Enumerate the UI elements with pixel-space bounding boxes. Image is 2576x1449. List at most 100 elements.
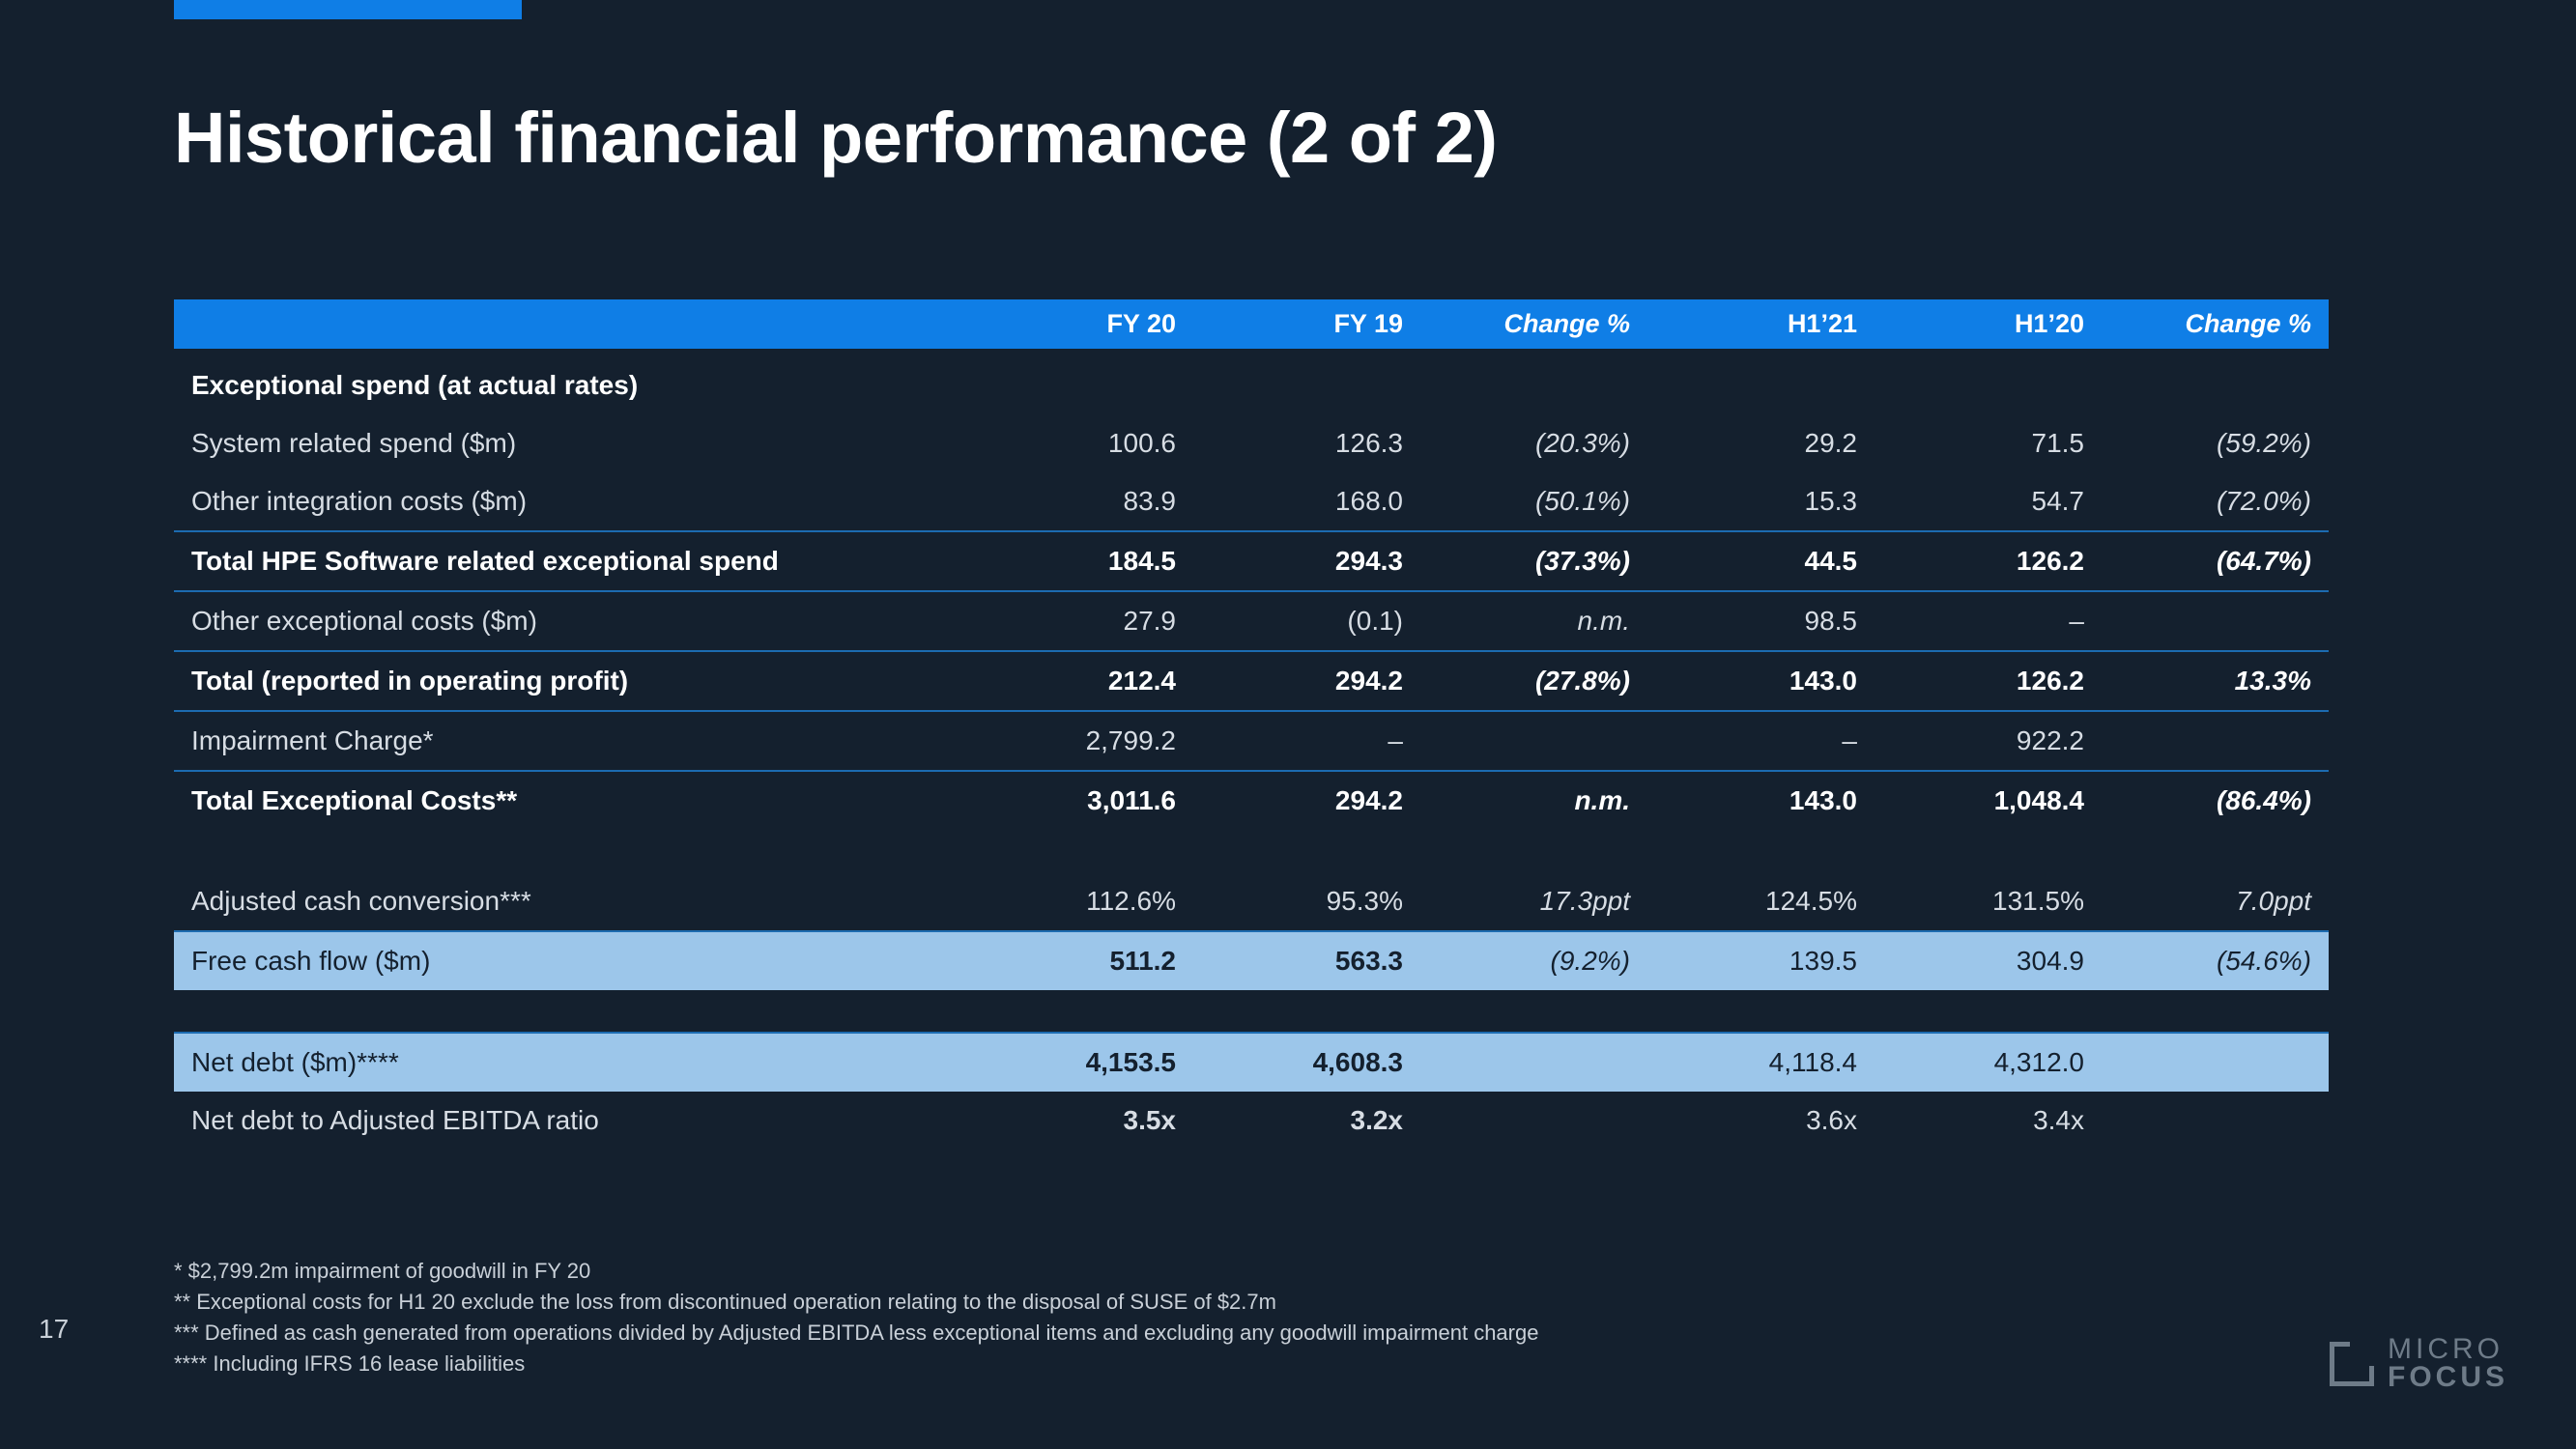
cell-value [2102,591,2329,651]
page-number: 17 [39,1314,69,1345]
page-title: Historical financial performance (2 of 2… [174,97,1497,179]
cell-value: 3,011.6 [966,771,1193,830]
cell-value: 98.5 [1647,591,1875,651]
cell-value: 17.3ppt [1420,872,1647,931]
cell-value: 168.0 [1193,472,1420,531]
row-label: Free cash flow ($m) [174,931,966,990]
logo-square-icon [2330,1342,2374,1386]
cell-value: 71.5 [1875,414,2102,472]
cell-value: 563.3 [1193,931,1420,990]
cell-value: (86.4%) [2102,771,2329,830]
cell-value: 15.3 [1647,472,1875,531]
cell-value: (72.0%) [2102,472,2329,531]
cell-value: 2,799.2 [966,711,1193,771]
cell-value: – [1193,711,1420,771]
cell-value: n.m. [1420,771,1647,830]
cell-value: 294.2 [1193,771,1420,830]
cell-value: 4,608.3 [1193,1033,1420,1092]
cell-value: 112.6% [966,872,1193,931]
footnote-line: *** Defined as cash generated from opera… [174,1318,1538,1349]
col-header: FY 20 [966,299,1193,349]
cell-value [1420,711,1647,771]
footnote-line: * $2,799.2m impairment of goodwill in FY… [174,1256,1538,1287]
cell-value: 4,312.0 [1875,1033,2102,1092]
cell-value: (9.2%) [1420,931,1647,990]
cell-value: 44.5 [1647,531,1875,591]
row-label: Other integration costs ($m) [174,472,966,531]
cell-value: 1,048.4 [1875,771,2102,830]
cell-value: (59.2%) [2102,414,2329,472]
cell-value [1420,1092,1647,1150]
cell-value: 143.0 [1647,771,1875,830]
row-label: Total (reported in operating profit) [174,651,966,711]
cell-value [1420,1033,1647,1092]
footnotes: * $2,799.2m impairment of goodwill in FY… [174,1256,1538,1379]
cell-value: (54.6%) [2102,931,2329,990]
cell-value [1420,349,1647,414]
cell-value: 29.2 [1647,414,1875,472]
cell-value [2102,711,2329,771]
cell-value: 3.4x [1875,1092,2102,1150]
row-label: Adjusted cash conversion*** [174,872,966,931]
col-header: Change % [2102,299,2329,349]
brand-logo: MICRO FOCUS [2330,1336,2508,1391]
row-label: Net debt to Adjusted EBITDA ratio [174,1092,966,1150]
cell-value: 126.2 [1875,531,2102,591]
cell-value [2102,349,2329,414]
cell-value [966,349,1193,414]
cell-value: n.m. [1420,591,1647,651]
col-header: Change % [1420,299,1647,349]
cell-value: 4,153.5 [966,1033,1193,1092]
cell-value: (20.3%) [1420,414,1647,472]
cell-value: 100.6 [966,414,1193,472]
row-label: Total HPE Software related exceptional s… [174,531,966,591]
cell-value: (27.8%) [1420,651,1647,711]
cell-value: 212.4 [966,651,1193,711]
cell-value: (37.3%) [1420,531,1647,591]
cell-value [1647,349,1875,414]
cell-value: 3.2x [1193,1092,1420,1150]
cell-value: 3.5x [966,1092,1193,1150]
col-header [174,299,966,349]
footnote-line: ** Exceptional costs for H1 20 exclude t… [174,1287,1538,1318]
cell-value [2102,1033,2329,1092]
cell-value: 139.5 [1647,931,1875,990]
cell-value: (64.7%) [2102,531,2329,591]
cell-value: 13.3% [2102,651,2329,711]
cell-value: 4,118.4 [1647,1033,1875,1092]
cell-value: 511.2 [966,931,1193,990]
col-header: H1’21 [1647,299,1875,349]
cell-value [1875,349,2102,414]
cell-value: 54.7 [1875,472,2102,531]
cell-value: 27.9 [966,591,1193,651]
col-header: FY 19 [1193,299,1420,349]
cell-value: 184.5 [966,531,1193,591]
cell-value: – [1875,591,2102,651]
financial-table: FY 20FY 19Change %H1’21H1’20Change %Exce… [174,299,2329,1150]
cell-value: (0.1) [1193,591,1420,651]
cell-value: 922.2 [1875,711,2102,771]
cell-value: 126.2 [1875,651,2102,711]
cell-value: 3.6x [1647,1092,1875,1150]
cell-value: 304.9 [1875,931,2102,990]
row-label: System related spend ($m) [174,414,966,472]
cell-value: 294.2 [1193,651,1420,711]
cell-value: 294.3 [1193,531,1420,591]
cell-value: (50.1%) [1420,472,1647,531]
footnote-line: **** Including IFRS 16 lease liabilities [174,1349,1538,1379]
row-label: Impairment Charge* [174,711,966,771]
cell-value: – [1647,711,1875,771]
cell-value [1193,349,1420,414]
col-header: H1’20 [1875,299,2102,349]
cell-value: 124.5% [1647,872,1875,931]
cell-value: 143.0 [1647,651,1875,711]
row-label: Exceptional spend (at actual rates) [174,349,966,414]
logo-line1: MICRO [2388,1336,2508,1364]
cell-value: 7.0ppt [2102,872,2329,931]
cell-value [2102,1092,2329,1150]
cell-value: 126.3 [1193,414,1420,472]
row-label: Other exceptional costs ($m) [174,591,966,651]
row-label: Total Exceptional Costs** [174,771,966,830]
cell-value: 83.9 [966,472,1193,531]
accent-bar [174,0,522,19]
